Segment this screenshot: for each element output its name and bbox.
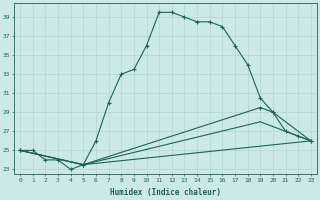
X-axis label: Humidex (Indice chaleur): Humidex (Indice chaleur) bbox=[110, 188, 221, 197]
